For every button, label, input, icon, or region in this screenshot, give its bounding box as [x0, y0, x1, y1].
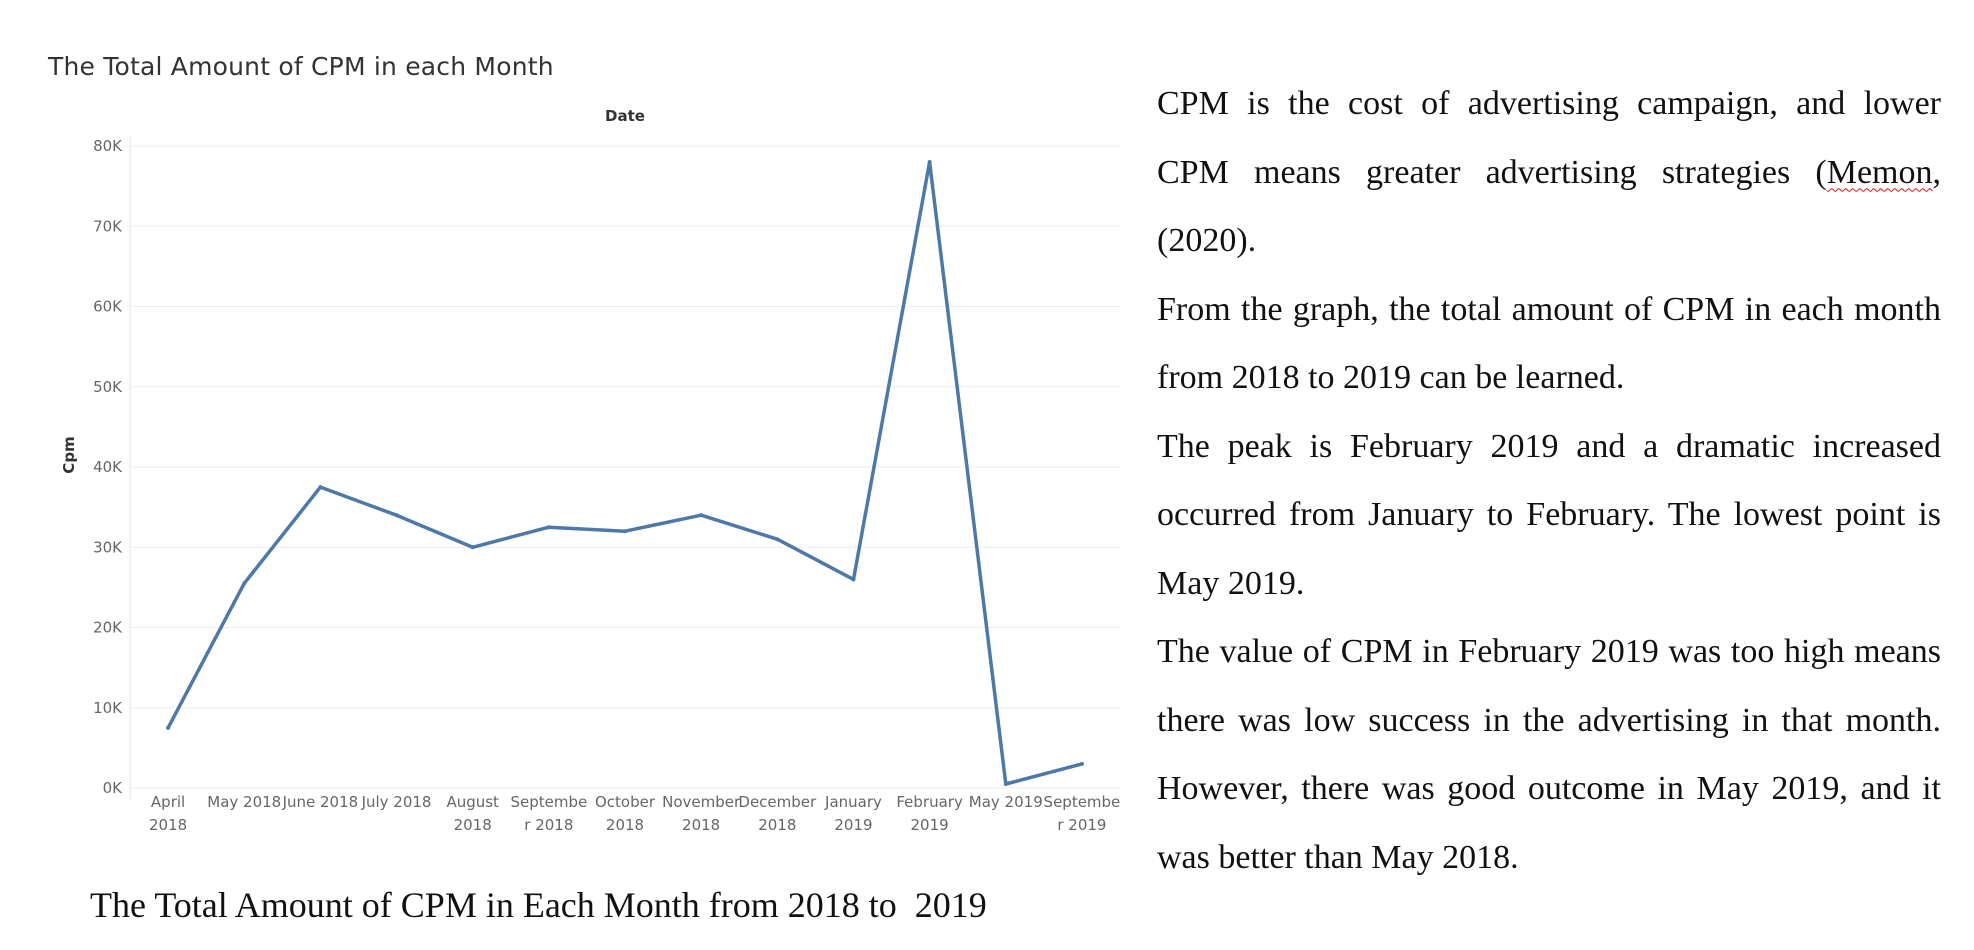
x-tick-label: October 2018 [595, 793, 656, 834]
y-tick-label: 80K [93, 137, 123, 155]
data-point[interactable] [470, 545, 475, 550]
data-point[interactable] [1079, 761, 1084, 766]
x-tick-label: Septembe r 2019 [1044, 793, 1121, 834]
x-tick-label: Septembe r 2018 [510, 793, 587, 834]
y-axis-ticks: 0K 10K 20K 30K 40K 50K 60K 70K 80K [93, 137, 123, 797]
y-tick-label: 30K [93, 538, 123, 556]
data-point[interactable] [851, 577, 856, 582]
x-axis-ticks: April 2018 May 2018 June 2018 July 2018 Augus… [149, 793, 1120, 834]
figure-caption: The Total Amount of CPM in Each Month fr… [90, 885, 987, 925]
x-tick-label: May 2018 [207, 793, 281, 811]
y-tick-label: 50K [93, 378, 123, 396]
paragraph-interpretation: The value of CPM in February 2019 was to… [1157, 633, 1941, 876]
x-tick-label: July 2018 [361, 793, 432, 811]
paragraph-graph-intro: From the graph, the total amount of CPM … [1157, 290, 1941, 397]
y-tick-label: 60K [93, 298, 123, 316]
y-tick-label: 70K [93, 217, 123, 235]
gridlines [129, 136, 1120, 800]
series-line [166, 160, 1084, 786]
x-tick-label: April 2018 [149, 793, 187, 834]
paragraph-cpm-definition: CPM is the cost of advertising campaign,… [1157, 70, 1941, 276]
paragraph-text: , (2020). [1157, 153, 1941, 260]
x-tick-label: August 2018 [446, 793, 499, 834]
x-tick-label: January 2019 [824, 793, 882, 834]
y-tick-label: 10K [93, 699, 123, 717]
data-point[interactable] [546, 525, 551, 530]
data-point[interactable] [623, 529, 627, 534]
y-tick-label: 20K [93, 619, 123, 637]
y-axis-title: Cpm [60, 436, 78, 473]
series-layer [166, 160, 1084, 786]
chart-title: The Total Amount of CPM in each Month [48, 52, 554, 81]
y-tick-label: 40K [93, 458, 123, 476]
x-tick-label: November 2018 [662, 793, 741, 834]
data-point[interactable] [699, 513, 704, 518]
paragraph-peak: The peak is February 2019 and a dramatic… [1157, 427, 1941, 602]
line-chart: 0K 10K 20K 30K 40K 50K 60K 70K 80K April 2018 May … [60, 107, 1120, 834]
data-point[interactable] [394, 513, 399, 518]
x-tick-label: December 2018 [738, 793, 817, 834]
x-tick-label: June 2018 [282, 793, 359, 811]
data-point[interactable] [242, 581, 247, 586]
data-point[interactable] [166, 725, 171, 730]
data-point[interactable] [775, 537, 780, 542]
x-tick-label: May 2019 [969, 793, 1043, 811]
x-tick-label: February 2019 [896, 793, 963, 834]
data-point[interactable] [1003, 781, 1008, 786]
spellcheck-flagged-word[interactable]: Memon [1826, 153, 1933, 191]
y-tick-label: 0K [103, 779, 124, 797]
description-text: CPM is the cost of advertising campaign,… [1157, 70, 1941, 892]
data-point[interactable] [927, 160, 932, 165]
data-point[interactable] [318, 485, 323, 490]
x-axis-title: Date [605, 107, 645, 125]
paragraph-text: CPM is the cost of advertising campaign,… [1157, 85, 1941, 191]
